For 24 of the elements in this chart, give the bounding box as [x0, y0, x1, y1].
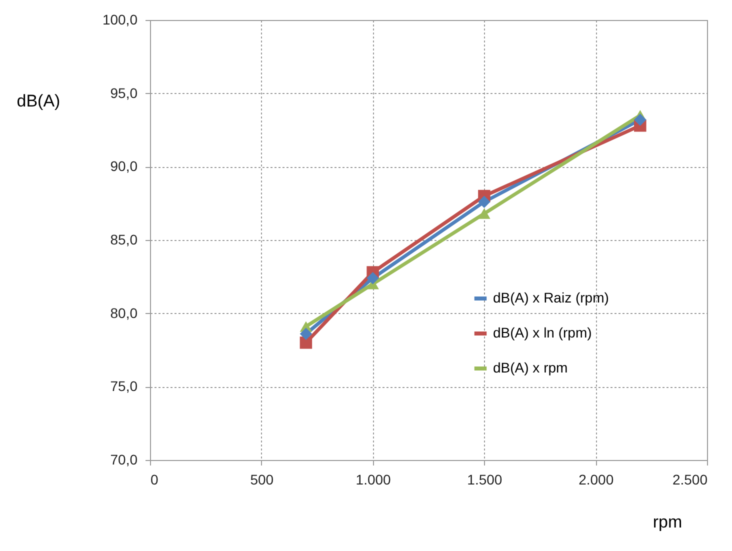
x-tick-label: 2.000: [578, 472, 614, 488]
x-axis-title: rpm: [652, 512, 682, 532]
x-tick-label: 500: [250, 472, 274, 488]
point: [300, 328, 312, 340]
y-axis-title: dB(A): [16, 92, 60, 110]
point: [300, 336, 312, 349]
legend-label: dB(A) x ln (rpm): [493, 324, 592, 340]
y-tick-label: 80,0: [110, 304, 138, 321]
x-tick-label: 0: [150, 472, 158, 488]
x-tick-label: 2.500: [672, 472, 708, 488]
point: [478, 208, 490, 219]
legend-label: dB(A) x Raiz (rpm): [493, 290, 609, 306]
y-tick-label: 100,0: [102, 12, 138, 28]
point: [634, 114, 646, 126]
x-tick-label: 1.500: [467, 472, 502, 488]
y-tick-label: 70,0: [110, 452, 138, 468]
y-tick-label: 75,0: [110, 378, 138, 394]
y-tick-label: 90,0: [110, 158, 138, 174]
point: [478, 196, 490, 208]
x-tick-label: 1.000: [356, 472, 392, 488]
y-tick-label: 95,0: [110, 84, 138, 101]
point: [366, 272, 379, 284]
legend-label: dB(A) x rpm: [493, 360, 568, 376]
y-tick-label: 85,0: [110, 232, 138, 248]
